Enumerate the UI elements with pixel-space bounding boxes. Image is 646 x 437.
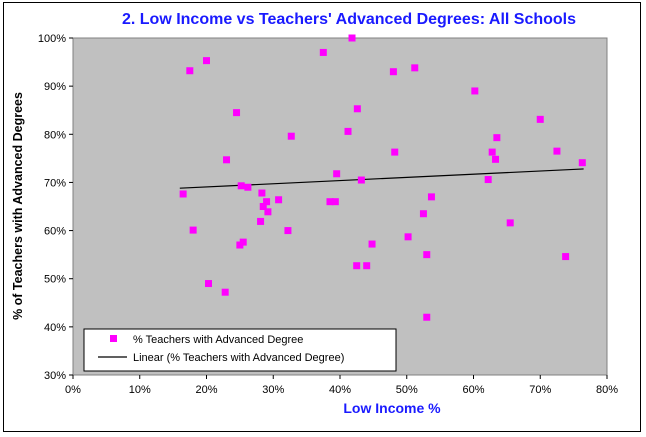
x-axis-label: Low Income %	[343, 400, 441, 416]
x-tick-label: 10%	[129, 384, 151, 396]
data-point	[553, 147, 561, 155]
y-tick-label: 40%	[44, 322, 66, 334]
data-point	[493, 134, 501, 142]
data-point	[506, 219, 514, 227]
data-point	[259, 203, 267, 210]
legend-box	[83, 328, 397, 372]
data-point	[419, 210, 427, 218]
data-point	[284, 227, 292, 235]
data-point	[423, 251, 431, 259]
chart-title: 2. Low Income vs Teachers' Advanced Degr…	[122, 11, 576, 28]
data-point	[287, 132, 295, 140]
legend-marker-icon	[110, 335, 117, 342]
x-tick-label: 50%	[396, 384, 418, 396]
data-point	[333, 170, 341, 178]
x-tick-label: 30%	[262, 384, 284, 396]
data-point	[389, 68, 397, 76]
data-point	[189, 226, 197, 234]
data-point	[391, 148, 399, 156]
y-tick-label: 70%	[44, 177, 66, 189]
data-point	[578, 159, 586, 167]
data-point	[244, 183, 252, 191]
data-point	[353, 105, 361, 113]
legend-label-points: % Teachers with Advanced Degree	[133, 334, 303, 346]
data-point	[344, 127, 352, 135]
data-point	[179, 190, 187, 198]
x-tick-label: 0%	[65, 384, 81, 396]
data-point	[536, 115, 544, 123]
data-point	[264, 208, 272, 216]
data-point	[363, 262, 371, 270]
data-point	[221, 288, 229, 296]
data-point	[471, 87, 479, 95]
data-point	[404, 233, 412, 241]
data-point	[326, 198, 334, 206]
data-point	[257, 217, 265, 225]
x-tick-label: 70%	[529, 384, 551, 396]
data-point	[488, 148, 496, 156]
data-point	[411, 64, 419, 72]
data-point	[423, 313, 431, 321]
data-point	[492, 155, 500, 163]
data-point	[427, 193, 435, 201]
data-point	[203, 57, 210, 65]
data-point	[353, 262, 361, 270]
y-tick-label: 80%	[44, 129, 66, 141]
data-point	[237, 182, 245, 190]
x-tick-label: 20%	[195, 384, 217, 396]
data-point	[205, 280, 213, 288]
data-point	[348, 34, 356, 42]
legend: % Teachers with Advanced Degree Linear (…	[83, 328, 397, 372]
data-point	[319, 48, 327, 56]
data-point	[223, 156, 231, 164]
x-tick-label: 60%	[462, 384, 484, 396]
data-point	[484, 176, 492, 184]
data-point	[357, 176, 365, 184]
legend-label-trendline: Linear (% Teachers with Advanced Degree)	[133, 352, 344, 364]
data-point	[239, 238, 247, 246]
data-point	[233, 109, 241, 117]
y-tick-label: 50%	[44, 274, 66, 286]
data-point	[331, 198, 339, 206]
y-tick-label: 30%	[44, 370, 66, 382]
x-tick-label: 80%	[596, 384, 618, 396]
plot-area	[72, 37, 608, 376]
y-tick-label: 90%	[44, 81, 66, 93]
data-point	[263, 198, 271, 206]
y-axis-label: % of Teachers with Advanced Degrees	[11, 92, 25, 320]
data-point	[258, 189, 266, 197]
data-point	[275, 196, 283, 204]
data-point	[562, 253, 570, 261]
data-point	[368, 240, 376, 248]
data-point	[186, 67, 194, 75]
y-tick-label: 100%	[38, 33, 66, 45]
y-tick-label: 60%	[44, 226, 66, 238]
x-tick-label: 40%	[329, 384, 351, 396]
